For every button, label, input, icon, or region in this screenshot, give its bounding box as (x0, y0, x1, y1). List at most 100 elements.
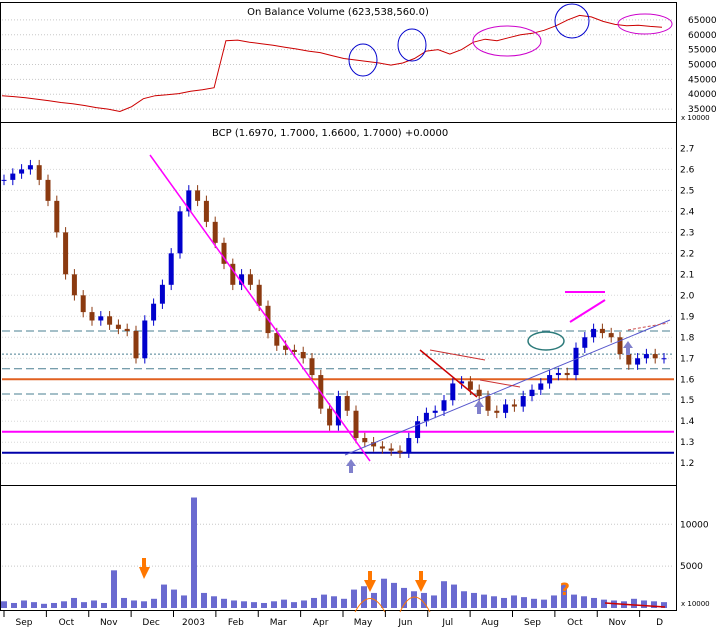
candle-body (230, 263, 236, 285)
candle (379, 441, 385, 454)
candle-body (36, 165, 42, 180)
candle-body (71, 274, 77, 296)
candle-body (1, 179, 7, 181)
obv-tick-label: 60000 (688, 31, 717, 41)
volume-bar (471, 592, 477, 608)
obv-tick-label: 50000 (688, 60, 717, 70)
obv-circle-2 (397, 28, 427, 62)
volume-bar (461, 591, 467, 608)
volume-bar (651, 601, 657, 608)
candle-body (63, 232, 69, 275)
candle-body (467, 381, 473, 390)
flag-line-2 (429, 349, 486, 361)
candle-body (397, 450, 403, 453)
obv-tick-label: 65000 (688, 16, 717, 26)
volume-bar (231, 600, 237, 608)
x-tick-label: Sep (524, 618, 541, 628)
candle (362, 432, 368, 448)
candle-body (503, 404, 509, 413)
candle (459, 376, 465, 389)
volume-bar (51, 602, 57, 608)
candle-body (54, 200, 60, 233)
candle (661, 353, 667, 364)
candle (608, 327, 614, 343)
candle-body (107, 316, 113, 325)
price-tick-label: 2.5 (680, 186, 694, 196)
candle-body (159, 284, 165, 304)
volume-bar (61, 601, 67, 608)
candle (547, 369, 553, 389)
candle-body (661, 358, 667, 360)
panel-frames (0, 2, 677, 611)
volume-bar (541, 599, 547, 608)
volume-bar (661, 602, 667, 608)
candle (195, 185, 201, 207)
volume-scale-label: x 10000 (681, 600, 710, 608)
volume-bar (421, 592, 427, 608)
candle-body (353, 410, 359, 439)
right-dash-line (627, 322, 669, 331)
candle (80, 290, 86, 318)
candle-body (142, 320, 148, 359)
x-tick-label: Sep (16, 618, 33, 628)
candle-body (573, 347, 579, 376)
volume-tick-label: 5000 (680, 562, 703, 572)
candle-body (406, 438, 412, 453)
volume-tick-label: 10000 (680, 520, 709, 530)
volume-bar (351, 589, 357, 608)
x-tick-label: Jul (441, 618, 453, 628)
candle-body (256, 284, 262, 306)
candle (635, 353, 641, 370)
volume-bar (501, 597, 507, 608)
candle (177, 206, 183, 259)
candle (591, 323, 597, 343)
down-arrow-icon (415, 571, 427, 592)
volume-bar (511, 595, 517, 608)
candle (555, 367, 561, 381)
obv-circle-1 (348, 43, 378, 77)
candle-body (538, 383, 544, 390)
candle-body (652, 354, 658, 359)
candle-body (529, 389, 535, 397)
volume-bar (1, 601, 7, 608)
volume-bar (281, 599, 287, 608)
volume-bar (151, 598, 157, 608)
candle (643, 348, 649, 364)
candle (45, 174, 51, 207)
volume-bar (601, 599, 607, 608)
candle (151, 298, 157, 326)
down-arrow-icon (139, 558, 150, 579)
candle-body (485, 396, 491, 411)
volume-bar (181, 595, 187, 608)
volume-bar (551, 595, 557, 608)
candle-body (98, 316, 104, 321)
volume-bar (631, 598, 637, 608)
x-tick-label: D (656, 618, 663, 628)
up-arrow-icon (623, 341, 633, 355)
volume-bar (111, 570, 117, 608)
candle (423, 407, 429, 427)
flag-line-3 (479, 379, 521, 388)
candle (203, 195, 209, 228)
candle-body (124, 328, 130, 331)
candle-body (239, 274, 245, 285)
candle-body (327, 408, 333, 426)
volume-bar (11, 602, 17, 608)
volume-bar (391, 582, 397, 608)
volume-bar (291, 602, 297, 608)
candle-body (555, 372, 561, 376)
volume-bar (441, 581, 447, 608)
volume-bar (301, 600, 307, 608)
volume-bar (591, 597, 597, 608)
candle-body (274, 333, 280, 346)
obv-tick-label: 55000 (688, 46, 717, 56)
candle (415, 415, 421, 444)
candle-body (19, 169, 25, 174)
candle (124, 323, 130, 337)
candle-body (362, 438, 368, 443)
candle-body (617, 337, 623, 355)
candle (159, 279, 165, 309)
candle (107, 311, 113, 330)
